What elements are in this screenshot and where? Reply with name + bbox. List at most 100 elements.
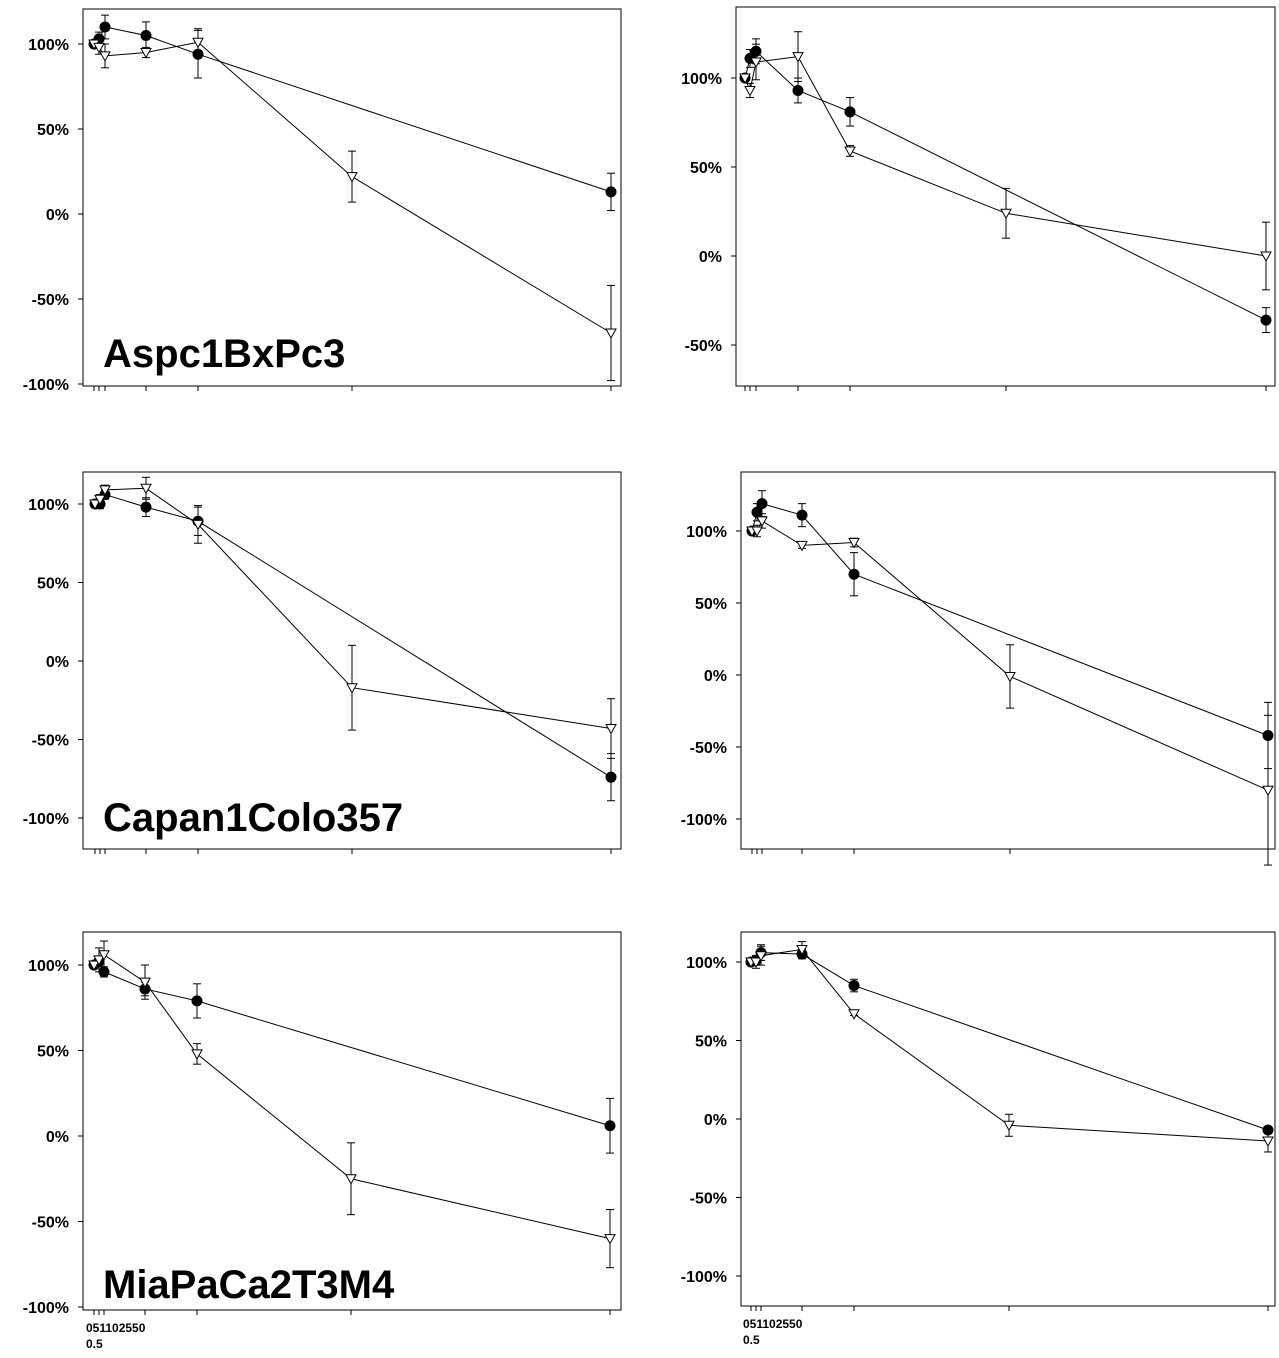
y-tick-label: -100% [681,812,727,829]
data-point-filled-circle [99,21,111,33]
panel-label: Aspc1BxPc3 [103,332,345,376]
x-tick-label-sub: 0.5 [86,1337,103,1351]
y-tick-label: 100% [686,955,727,972]
data-point-filled-circle [792,84,804,96]
y-tick-label: 100% [681,71,722,88]
data-point-open-triangle [140,483,152,495]
plot-frame [740,471,1276,850]
data-point-open-triangle [98,950,110,961]
data-point-filled-circle [848,568,860,580]
data-point-open-triangle [796,540,808,552]
data-point-open-triangle [1000,208,1012,220]
y-tick-label: 100% [28,497,69,514]
data-point-open-triangle [99,485,111,496]
data-point-open-triangle [93,955,105,966]
data-point-open-triangle [139,977,151,989]
data-point-open-triangle [1004,671,1016,683]
series-1-line [95,493,612,778]
y-tick-label: -50% [690,740,727,757]
panel-1: 100% 50% 0% -50% -100% Aspc1BxPc3 [23,8,622,394]
data-point-filled-circle [844,106,856,118]
data-point-open-triangle [99,51,111,62]
y-tick-label: -50% [685,338,722,355]
data-point-filled-circle [756,498,768,510]
y-tick-label: -100% [23,377,69,394]
data-point-open-triangle [604,1234,616,1245]
data-point-open-triangle [346,683,358,694]
y-tick-label: 50% [695,1034,727,1051]
y-tick-label: -100% [681,1269,727,1286]
data-point-filled-circle [848,980,860,992]
x-tick-labels: 051102550 [86,1321,146,1335]
data-point-open-triangle [756,516,768,527]
data-point-open-triangle [792,52,804,63]
y-tick-label: 100% [28,37,69,54]
data-point-open-triangle [739,73,751,85]
data-point-filled-circle [140,30,152,41]
plot-frame [740,931,1276,1307]
y-tick-label: -100% [23,1300,69,1317]
data-point-open-triangle [140,48,152,59]
data-point-filled-circle [796,509,808,521]
panel-label: MiaPaCa2T3M4 [103,1263,395,1307]
data-point-open-triangle [345,1174,357,1185]
data-point-filled-circle [1260,314,1272,326]
y-tick-label: 50% [37,576,69,593]
data-point-open-triangle [1003,1120,1015,1132]
data-point-open-triangle [93,42,105,54]
y-tick-label: 50% [690,160,722,177]
series-1-line [93,960,611,1127]
plot-frame [82,931,622,1311]
x-tick-labels: 051102550 [743,1317,803,1331]
data-point-open-triangle [605,724,617,735]
data-point-open-triangle [744,85,756,97]
panel-2: 100% 50% 0% -50% [681,6,1276,391]
data-point-open-triangle [796,944,808,956]
panel-4: 100% 50% 0% -50% -100% [681,471,1276,866]
data-point-open-triangle [755,951,767,962]
data-point-open-triangle [191,1049,203,1060]
series-1-line [744,50,1267,321]
y-tick-label: 100% [28,958,69,975]
data-point-open-triangle [605,328,617,340]
y-tick-label: 0% [46,207,69,224]
series-2-line [94,487,612,730]
data-point-filled-circle [191,995,203,1007]
y-tick-label: 0% [46,1129,69,1146]
data-point-open-triangle [750,957,762,969]
data-point-filled-circle [604,1120,616,1132]
y-tick-label: 50% [37,122,69,139]
y-tick-label: 50% [695,596,727,613]
x-tick-label-sub: 0.5 [743,1333,760,1347]
data-point-filled-circle [140,501,152,513]
y-tick-label: 0% [704,668,727,685]
panel-label: Capan1Colo357 [103,796,403,840]
data-point-open-triangle [1260,251,1272,263]
y-tick-label: -100% [23,811,69,828]
data-point-open-triangle [192,519,204,531]
data-point-open-triangle [844,146,856,158]
data-point-open-triangle [94,494,106,506]
data-point-open-triangle [848,538,860,549]
y-tick-label: -50% [690,1191,727,1208]
data-point-open-triangle [88,960,100,972]
y-tick-label: 100% [686,524,727,541]
data-point-open-triangle [192,37,204,49]
data-point-open-triangle [89,499,101,511]
y-tick-label: 0% [704,1112,727,1129]
data-point-filled-circle [605,186,617,198]
data-point-open-triangle [750,57,762,69]
panel-3: 100% 50% 0% -50% -100% Capan1Colo357 [23,471,622,854]
data-point-open-triangle [848,1009,860,1020]
y-tick-label: 50% [37,1044,69,1061]
y-tick-label: -50% [32,1215,69,1232]
panel-6: 100% 50% 0% -50% -100% 051102550 0.5 [681,931,1276,1347]
y-tick-label: -50% [32,292,69,309]
data-point-open-triangle [1262,1136,1274,1148]
data-point-open-triangle [346,172,358,183]
data-point-filled-circle [605,771,617,783]
series-2-line [751,948,1269,1142]
data-point-open-triangle [751,526,763,538]
y-tick-label: 0% [46,654,69,671]
y-tick-label: 0% [699,249,722,266]
